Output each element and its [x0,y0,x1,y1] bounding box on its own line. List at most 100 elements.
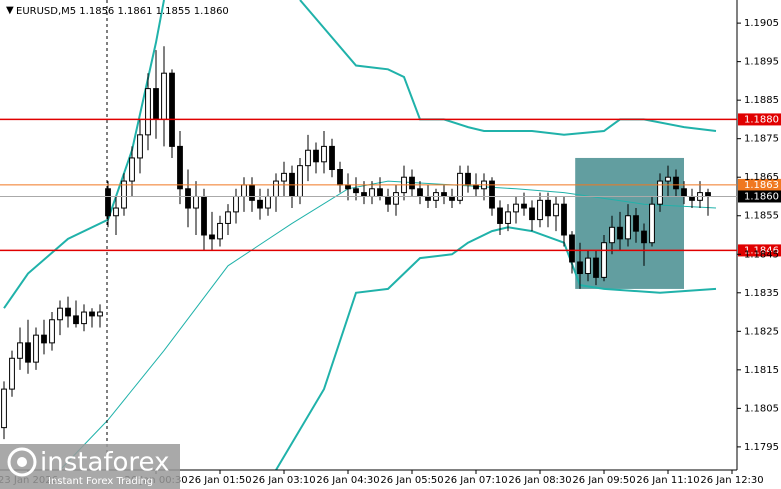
candle-body [177,145,183,190]
candle-body [385,195,391,205]
candle-body [17,342,23,359]
candle-body [689,195,695,201]
candle-body [337,169,343,186]
candle-body [601,242,607,278]
candle-body [625,215,631,240]
x-tick-label: 26 Jan 11:10 [636,475,699,486]
x-tick-label: 26 Jan 03:10 [252,475,315,486]
candle-body [425,195,431,201]
candle-body [473,184,479,190]
candle-body [305,149,311,167]
candle-body [49,319,55,344]
level-label-bg [738,244,781,257]
candle-body [441,192,447,197]
candle-body [1,388,7,429]
candle-body [41,334,47,344]
candle-body [137,134,143,159]
candle-body [81,311,87,325]
y-tick-label: 1.1895 [744,57,779,68]
candle-body [553,203,559,217]
candle-body [641,230,647,244]
candle-body [649,203,655,244]
y-tick-label: 1.1835 [744,288,779,299]
candle-body [33,334,39,363]
level-label-bg [738,190,781,203]
candle-body [377,188,383,197]
candle-body [97,311,103,317]
candle-body [25,342,31,363]
x-tick-label: 26 Jan 08:30 [508,475,571,486]
candle-body [321,145,327,163]
candle-body [561,203,567,236]
candle-body [73,315,79,325]
y-tick-label: 1.1865 [744,172,779,183]
candle-body [577,261,583,275]
candle-body [409,176,415,190]
candle-body [513,203,519,213]
candle-body [361,192,367,197]
candle-body [65,307,71,317]
watermark: instaforex Instant Forex Trading [0,444,180,489]
candle-body [105,188,111,217]
candle-body [89,311,95,317]
candle-body [497,207,503,224]
candle-body [145,88,151,136]
watermark-logo-dot [17,457,27,467]
candle-body [241,184,247,197]
candle-body [57,307,63,321]
x-tick-label: 26 Jan 01:50 [188,475,251,486]
x-tick-label: 26 Jan 12:30 [700,475,763,486]
candle-body [505,211,511,224]
candle-body [545,199,551,217]
x-tick-label: 26 Jan 07:10 [444,475,507,486]
menu-arrow: ▼ [6,5,14,16]
y-tick-label: 1.1825 [744,326,779,337]
candle-body [617,226,623,240]
candle-body [113,207,119,217]
candle-body [449,195,455,201]
candle-body [209,234,215,240]
candle-body [265,195,271,209]
x-tick-label: 26 Jan 05:50 [380,475,443,486]
y-tick-label: 1.1845 [744,249,779,260]
level-label: 1.1846 [744,245,779,256]
candle-body [609,226,615,244]
y-tick-label: 1.1905 [744,18,779,29]
candle-body [681,188,687,197]
watermark-brand: instaforex [40,448,169,478]
candle-body [129,157,135,182]
candle-body [9,357,15,390]
candle-body [257,199,263,209]
candle-body [569,234,575,263]
candle-body [593,257,599,278]
candle-body [657,180,663,205]
candle-body [489,180,495,209]
y-tick-label: 1.1815 [744,365,779,376]
y-tick-label: 1.1855 [744,211,779,222]
chart-title: EURUSD,M5 1.1856 1.1861 1.1855 1.1860 [16,6,229,17]
candle-body [393,192,399,205]
x-tick-label: 26 Jan 04:30 [316,475,379,486]
y-tick-label: 1.1795 [744,442,779,453]
candle-body [297,165,303,197]
candle-body [529,207,535,221]
y-tick-label: 1.1875 [744,134,779,145]
candle-body [633,215,639,232]
candle-body [233,195,239,213]
candle-body [457,172,463,201]
watermark-tagline: Instant Forex Trading [48,476,153,487]
level-label-bg [738,178,781,191]
candle-body [121,180,127,209]
candle-body [225,211,231,224]
candle-body [249,184,255,201]
candle-body [369,188,375,197]
candle-body [353,188,359,194]
indicator-line [275,226,717,471]
candle-body [313,149,319,163]
candle-body [665,176,671,182]
watermark-logo [7,447,37,477]
candle-body [273,180,279,197]
candle-body [329,145,335,171]
